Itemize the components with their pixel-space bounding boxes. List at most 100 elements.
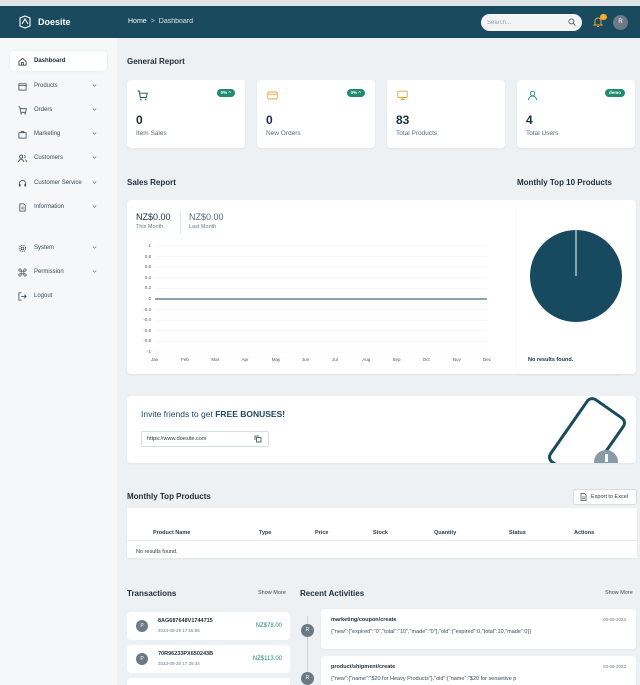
divider	[180, 212, 181, 234]
activity-item[interactable]: product/shipment/create 03-06-2023 {"new…	[321, 656, 636, 685]
activities-title: Recent Activities	[300, 589, 365, 598]
copy-icon[interactable]	[254, 435, 262, 443]
chevron-down-icon	[92, 132, 97, 135]
column-header[interactable]: Product Name	[153, 530, 191, 536]
search-icon[interactable]	[568, 18, 576, 26]
app-name: Doesite	[38, 17, 71, 27]
user-avatar[interactable]: R	[613, 15, 628, 30]
transaction-avatar: P	[136, 620, 148, 632]
stat-card-total-users[interactable]: demo 4 Total Users	[517, 80, 635, 148]
sidebar-item-customers[interactable]: Customers	[10, 148, 107, 168]
sidebar-item-customer-service[interactable]: Customer Service	[10, 173, 107, 193]
bell-icon	[592, 17, 604, 27]
sidebar-item-marketing[interactable]: Marketing	[10, 124, 107, 144]
cart-icon	[18, 105, 27, 115]
top-strip	[0, 0, 640, 6]
sidebar: Dashboard Products Orders Marketing Cust…	[0, 38, 117, 685]
activity-body: {"new":{"name":"$20 for Heavy Products"}…	[331, 676, 517, 682]
y-tick-label: -0.6	[143, 327, 151, 333]
top-products-table: Product Name Type Price Stock Quantity S…	[127, 508, 637, 558]
activity-avatar: R	[301, 624, 314, 637]
general-report-title: General Report	[127, 57, 185, 66]
sidebar-item-label: Marketing	[34, 131, 61, 137]
stat-value: 4	[526, 113, 533, 127]
chevron-down-icon	[92, 181, 97, 184]
sidebar-item-label: System	[34, 245, 55, 251]
y-tick-label: 0.8	[144, 253, 151, 259]
phone-illustration-icon	[548, 397, 626, 463]
activities-show-more[interactable]: Show More	[605, 590, 633, 596]
column-header[interactable]: Actions	[574, 530, 595, 536]
demo-badge: demo	[604, 89, 625, 97]
column-header[interactable]: Type	[259, 530, 272, 536]
notification-count: 1	[600, 14, 607, 20]
invite-text: Invite friends to get FREE BONUSES!	[141, 409, 285, 419]
sidebar-item-label: Customers	[34, 155, 64, 161]
sidebar-item-logout[interactable]: Logout	[10, 286, 107, 306]
activity-avatar: R	[301, 672, 314, 685]
sidebar-item-label: Information	[34, 204, 65, 210]
y-tick-label: 0.4	[144, 274, 151, 280]
pie-empty-text: No results found.	[528, 357, 574, 363]
box-icon	[18, 82, 27, 91]
breadcrumb-separator: >	[150, 18, 155, 25]
chevron-down-icon	[92, 108, 97, 111]
sidebar-item-dashboard[interactable]: Dashboard	[10, 51, 107, 71]
y-tick-label: 0.2	[144, 285, 151, 291]
y-tick-label: -1	[146, 349, 151, 354]
invite-card: Invite friends to get FREE BONUSES! http…	[127, 396, 636, 463]
users-icon	[18, 154, 27, 162]
sidebar-item-system[interactable]: System	[10, 238, 107, 258]
stat-card-total-products[interactable]: 83 Total Products	[387, 80, 505, 148]
invite-text-prefix: Invite friends to get	[141, 409, 216, 419]
document-icon	[19, 202, 26, 212]
table-empty-text: No results found.	[136, 549, 178, 555]
column-header[interactable]: Stock	[373, 530, 388, 536]
breadcrumb: Home > Dashboard	[128, 18, 193, 25]
x-tick-label: Jun	[301, 357, 310, 362]
column-header[interactable]: Quantity	[434, 530, 457, 536]
sidebar-item-orders[interactable]: Orders	[10, 100, 107, 120]
stat-value: 0	[266, 113, 273, 127]
this-month-value: NZ$0.00	[136, 212, 171, 222]
breadcrumb-home[interactable]: Home	[128, 18, 147, 25]
x-tick-label: Apr	[241, 357, 249, 362]
stat-card-new-orders[interactable]: 0% ^ 0 New Orders	[257, 80, 375, 148]
transaction-item[interactable]: P 70R96233PX650243B 2023-08-25 17:39:34 …	[127, 645, 290, 673]
sidebar-item-products[interactable]: Products	[10, 76, 107, 96]
chevron-down-icon	[92, 205, 97, 208]
invite-link-box[interactable]: https://www.doesite.com	[141, 431, 269, 447]
stat-label: Total Users	[526, 130, 559, 137]
top-navbar: Doesite Home > Dashboard 1 R	[0, 6, 640, 38]
stat-card-item-sales[interactable]: 0% ^ 0 Item Sales	[127, 80, 245, 148]
file-icon	[580, 493, 587, 501]
sidebar-item-label: Orders	[34, 107, 53, 113]
transaction-item[interactable]: P 8AG687648V1744715 2023-08-25 17:55:56 …	[127, 612, 290, 640]
column-header[interactable]: Price	[315, 530, 329, 536]
transaction-date: 2023-08-25 17:55:56	[158, 628, 200, 633]
activity-date: 03-06-2023	[602, 664, 626, 669]
app-logo[interactable]: Doesite	[18, 15, 71, 29]
user-icon	[528, 90, 537, 101]
y-tick-label: -0.4	[143, 317, 151, 323]
sales-report-title: Sales Report	[127, 178, 176, 187]
x-tick-label: Aug	[362, 357, 371, 362]
notification-bell[interactable]: 1	[592, 14, 607, 28]
transactions-show-more[interactable]: Show More	[258, 590, 286, 596]
y-tick-label: -0.8	[143, 338, 151, 344]
sales-line-chart	[155, 245, 487, 353]
stat-label: Item Sales	[136, 130, 167, 137]
transaction-id: 70R96233PX650243B	[158, 651, 214, 657]
sidebar-item-permission[interactable]: Permission	[10, 262, 107, 282]
activity-title: marketing/coupon/create	[331, 617, 397, 623]
activity-item[interactable]: marketing/coupon/create 06-06-2023 {"new…	[321, 609, 636, 649]
export-excel-button[interactable]: Export to Excel	[573, 489, 637, 505]
column-header[interactable]: Status	[509, 530, 526, 536]
sidebar-item-label: Logout	[34, 293, 53, 299]
search-input[interactable]	[487, 19, 567, 26]
activity-date: 06-06-2023	[602, 617, 626, 622]
sidebar-item-information[interactable]: Information	[10, 197, 107, 217]
top-products-title: Monthly Top Products	[127, 492, 211, 501]
main-content: General Report 0% ^ 0 Item Sales 0% ^ 0 …	[117, 38, 640, 685]
transaction-item-partial[interactable]	[127, 678, 290, 685]
